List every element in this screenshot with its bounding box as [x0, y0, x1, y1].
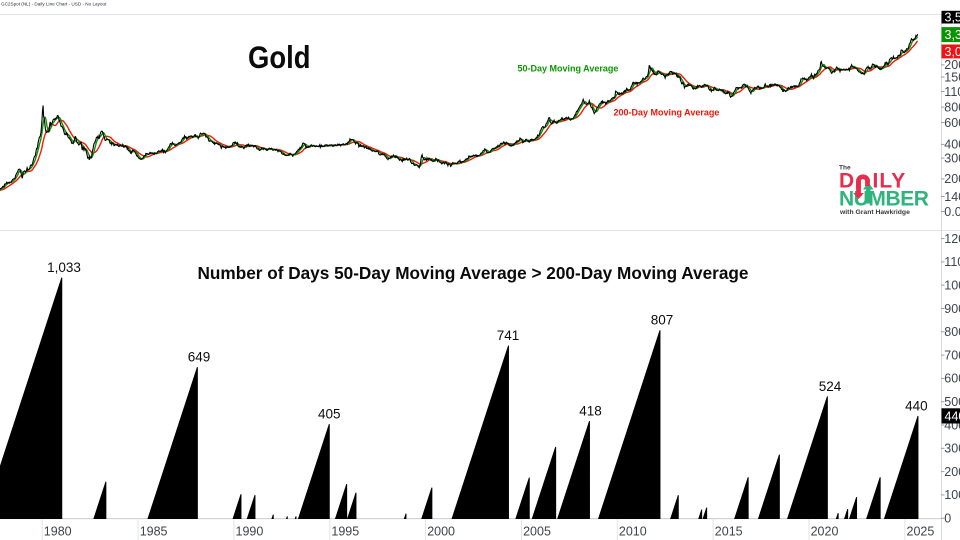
svg-text:The: The [839, 165, 851, 172]
svg-text:1200: 1200 [944, 232, 960, 246]
svg-text:300: 300 [944, 442, 960, 456]
svg-text:1985: 1985 [140, 525, 168, 539]
svg-text:1,033: 1,033 [47, 260, 81, 275]
svg-text:2015: 2015 [715, 525, 743, 539]
svg-text:500: 500 [944, 395, 960, 409]
svg-text:ILY: ILY [873, 170, 907, 193]
svg-text:2005: 2005 [523, 525, 551, 539]
svg-text:649: 649 [188, 350, 211, 365]
svg-text:405: 405 [318, 407, 341, 422]
svg-text:with Grant Hawkridge: with Grant Hawkridge [839, 209, 910, 216]
svg-text:900: 900 [944, 302, 960, 316]
svg-text:200-Day Moving Average: 200-Day Moving Average [614, 108, 720, 118]
svg-text:300: 300 [944, 151, 960, 165]
svg-text:1990: 1990 [236, 525, 264, 539]
svg-text:700: 700 [944, 348, 960, 362]
svg-text:50-Day Moving Average: 50-Day Moving Average [518, 64, 619, 74]
svg-text:807: 807 [651, 313, 674, 328]
svg-text:2010: 2010 [619, 525, 647, 539]
svg-text:440: 440 [945, 409, 960, 423]
svg-text:2020: 2020 [811, 525, 839, 539]
svg-text:200: 200 [944, 172, 960, 186]
svg-text:0: 0 [944, 512, 951, 526]
svg-text:2025: 2025 [907, 525, 935, 539]
svg-text:400: 400 [944, 138, 960, 152]
svg-text:140: 140 [944, 190, 960, 204]
svg-text:418: 418 [579, 404, 602, 419]
svg-text:1000: 1000 [944, 279, 960, 293]
svg-text:1500: 1500 [944, 70, 960, 84]
svg-text:1100: 1100 [944, 85, 960, 99]
svg-text:2000: 2000 [944, 58, 960, 72]
svg-text:1980: 1980 [44, 525, 72, 539]
svg-text:3,36: 3,36 [945, 28, 960, 42]
svg-text:800: 800 [944, 325, 960, 339]
svg-text:741: 741 [497, 328, 520, 343]
svg-text:100: 100 [944, 488, 960, 502]
svg-text:200: 200 [944, 465, 960, 479]
svg-text:1100: 1100 [944, 255, 960, 269]
svg-text:NUMBER: NUMBER [839, 188, 929, 211]
svg-text:440: 440 [905, 398, 928, 413]
svg-text:600: 600 [944, 116, 960, 130]
svg-text:800: 800 [944, 100, 960, 114]
svg-text:524: 524 [819, 379, 842, 394]
svg-text:2000: 2000 [427, 525, 455, 539]
svg-text:D: D [839, 170, 854, 193]
svg-text:3,56: 3,56 [945, 11, 960, 25]
svg-text:600: 600 [944, 372, 960, 386]
svg-text:0.00: 0.00 [944, 205, 960, 219]
svg-text:1995: 1995 [331, 525, 359, 539]
svg-text:3,05: 3,05 [945, 45, 960, 59]
